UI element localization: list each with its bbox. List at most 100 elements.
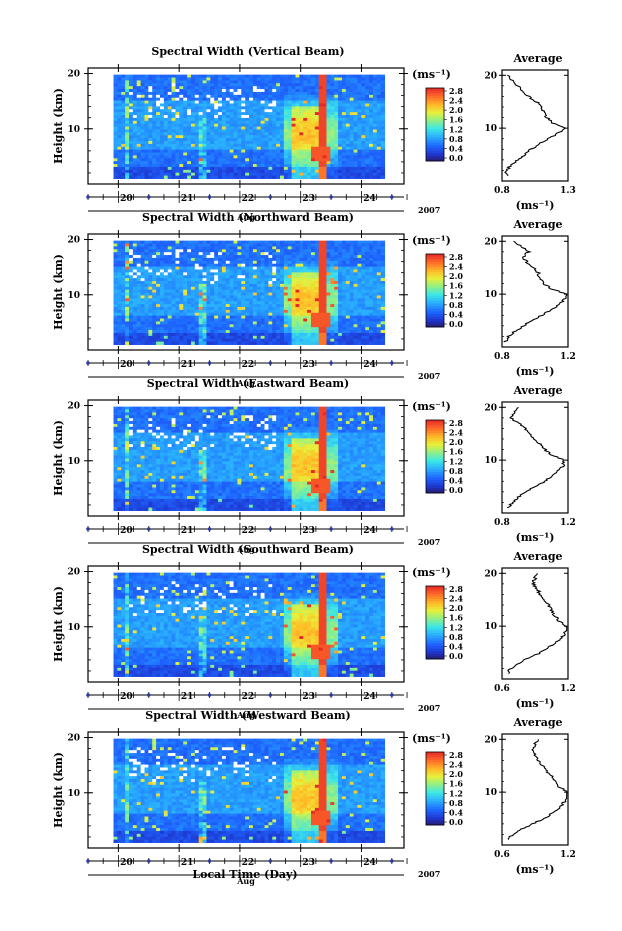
y-axis-label: Height (km) — [52, 88, 65, 164]
avg-x-tick-label: 0.8 — [494, 186, 510, 196]
colorbar-swatch — [426, 264, 444, 268]
colorbar-swatch — [426, 811, 444, 815]
colorbar: 2.82.42.01.61.20.80.40.0 — [425, 252, 463, 329]
x-tick-label: 21 — [181, 526, 194, 536]
y-tick-label: 20 — [67, 402, 80, 412]
half-day-marker — [329, 195, 333, 199]
colorbar-swatch — [426, 155, 444, 159]
colorbar-swatch — [426, 427, 444, 431]
colorbar-swatch — [426, 596, 444, 600]
x-tick-label: 24 — [363, 858, 376, 868]
colorbar-swatch — [426, 474, 444, 478]
x-tick-label: 23 — [302, 360, 315, 370]
x-tick-label: 20 — [120, 692, 133, 702]
avg-y-tick-label: 10 — [484, 290, 497, 300]
colorbar-swatch — [426, 627, 444, 631]
avg-y-tick-label: 10 — [484, 788, 497, 798]
colorbar-swatch — [426, 648, 444, 652]
colorbar-swatch — [426, 90, 444, 94]
colorbar-tick-label: 2.8 — [449, 252, 463, 262]
colorbar-tick-label: 1.2 — [449, 456, 463, 466]
colorbar-swatch — [426, 801, 444, 805]
colorbar-tick-label: 0.0 — [449, 485, 463, 495]
colorbar-tick-label: 0.4 — [449, 475, 463, 485]
colorbar-swatch — [426, 630, 444, 634]
y-tick-label: 20 — [67, 236, 80, 246]
x-tick-label: 21 — [181, 194, 194, 204]
colorbar-tick-label: 2.4 — [449, 594, 463, 604]
colorbar-swatch — [426, 775, 444, 779]
colorbar-tick-label: 0.0 — [449, 319, 463, 329]
half-day-marker — [390, 195, 394, 199]
half-day-marker — [146, 693, 151, 697]
colorbar-swatch — [426, 433, 444, 437]
colorbar-swatch — [426, 430, 444, 434]
colorbar-tick-label: 2.8 — [449, 418, 463, 428]
colorbar-swatch — [426, 593, 444, 597]
colorbar-swatch — [426, 285, 444, 289]
colorbar-swatch — [426, 153, 444, 157]
colorbar-swatch — [426, 606, 444, 610]
colorbar-swatch — [426, 300, 444, 304]
x-tick-label: 23 — [302, 526, 315, 536]
year-label: 2007 — [418, 371, 440, 381]
half-day-marker — [86, 859, 90, 863]
y-tick-label: 10 — [67, 291, 80, 301]
half-day-marker — [146, 195, 151, 199]
average-profile-panel: Average 20 10 0.8 1.3 (ms⁻¹) — [484, 52, 575, 212]
panel-5: Spectral Width (Westward Beam)2010Height… — [52, 709, 576, 886]
x-tick-label: 22 — [242, 692, 255, 702]
colorbar-tick-label: 0.4 — [449, 309, 463, 319]
avg-x-tick-label: 1.2 — [560, 684, 576, 694]
colorbar-swatch — [426, 259, 444, 263]
colorbar-tick-label: 1.6 — [449, 115, 463, 125]
colorbar: 2.82.42.01.61.20.80.40.0 — [425, 750, 463, 827]
avg-x-axis-label: (ms⁻¹) — [516, 365, 555, 378]
colorbar-swatch — [426, 88, 444, 92]
colorbar-swatch — [426, 308, 444, 312]
colorbar-swatch — [426, 316, 444, 320]
x-tick-label: 22 — [242, 858, 255, 868]
colorbar-swatch — [426, 272, 444, 276]
colorbar-swatch — [426, 461, 444, 465]
y-axis-label: Height (km) — [52, 254, 65, 330]
colorbar-tick-label: 2.0 — [449, 271, 463, 281]
colorbar-swatch — [426, 132, 444, 136]
y-tick-label: 20 — [67, 70, 80, 80]
month-label: Aug — [236, 212, 255, 222]
colorbar-swatch — [426, 137, 444, 141]
average-profile-line — [506, 406, 566, 509]
colorbar-swatch — [426, 754, 444, 758]
half-day-marker — [329, 527, 333, 531]
colorbar-swatch — [426, 622, 444, 626]
colorbar: 2.82.42.01.61.20.80.40.0 — [425, 418, 463, 495]
year-label: 2007 — [418, 869, 440, 879]
colorbar-swatch — [426, 601, 444, 605]
colorbar-swatch — [426, 446, 444, 450]
x-tick-label: 20 — [120, 360, 133, 370]
colorbar-swatch — [426, 267, 444, 271]
avg-x-tick-label: 0.6 — [494, 684, 510, 694]
colorbar-swatch — [426, 780, 444, 784]
colorbar-tick-label: 2.4 — [449, 96, 463, 106]
colorbar-swatch — [426, 464, 444, 468]
half-day-marker — [390, 361, 394, 365]
colorbar-swatch — [426, 485, 444, 489]
half-day-marker — [390, 859, 394, 863]
x-tick-label: 21 — [181, 360, 194, 370]
y-tick-label: 20 — [67, 734, 80, 744]
colorbar-frame — [425, 87, 445, 162]
avg-x-tick-label: 1.3 — [560, 186, 576, 196]
colorbar-swatch — [426, 261, 444, 265]
avg-x-tick-label: 0.8 — [494, 352, 510, 362]
plot-frame — [87, 233, 405, 351]
colorbar-tick-label: 2.0 — [449, 105, 463, 115]
half-day-marker — [86, 195, 90, 199]
colorbar-tick-label: 2.0 — [449, 769, 463, 779]
x-tick-label: 22 — [242, 360, 255, 370]
colorbar-unit: (ms⁻¹) — [412, 68, 451, 81]
average-profile-panel: Average 20 10 0.6 1.2 (ms⁻¹) — [484, 716, 575, 876]
colorbar-swatch — [426, 311, 444, 315]
colorbar-tick-label: 2.4 — [449, 262, 463, 272]
colorbar-swatch — [426, 129, 444, 133]
